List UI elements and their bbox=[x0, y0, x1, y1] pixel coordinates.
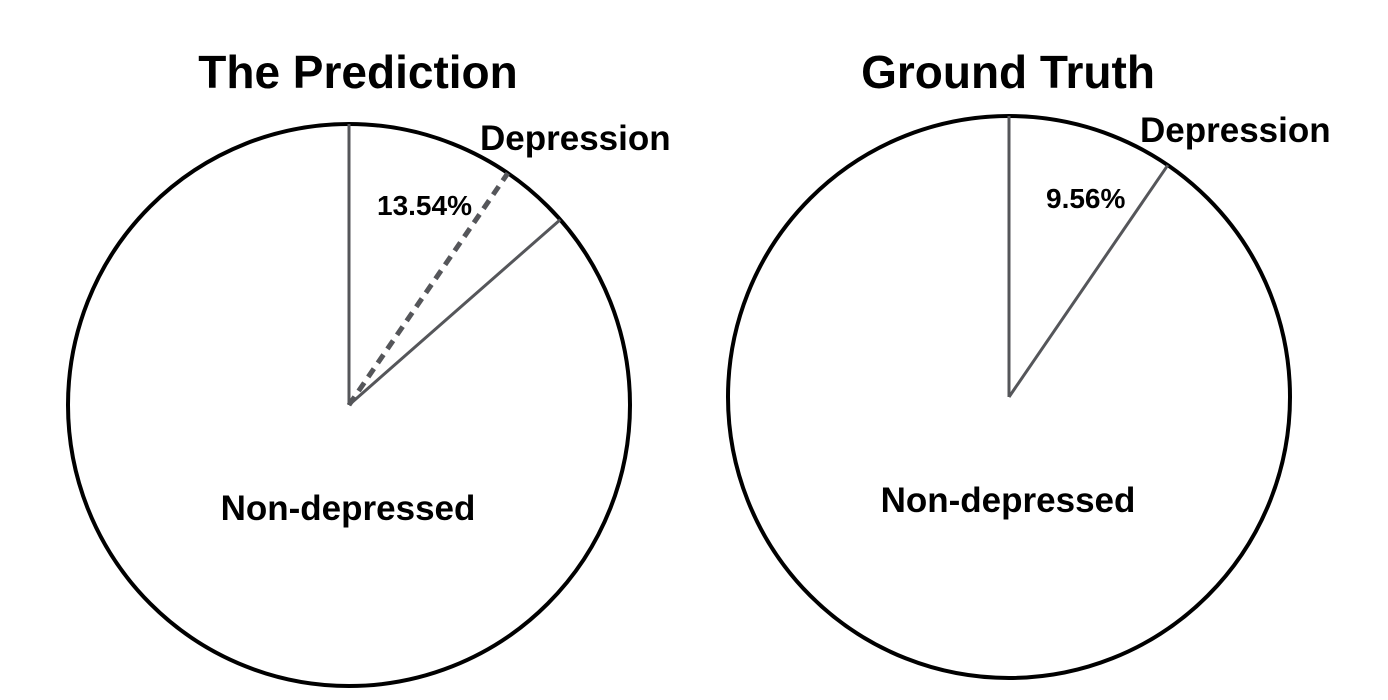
slice-label-depression: Depression bbox=[1140, 111, 1331, 150]
slice-boundary-end bbox=[348, 218, 562, 407]
slice-percent-label: 13.54% bbox=[377, 190, 472, 221]
slice-boundary-end bbox=[1007, 164, 1170, 398]
slice-label-non-depressed: Non-depressed bbox=[221, 489, 476, 528]
comparison-boundary-dashed bbox=[346, 171, 510, 407]
slice-label-non-depressed: Non-depressed bbox=[881, 481, 1136, 520]
chart-title: The Prediction bbox=[198, 46, 517, 98]
chart-title: Ground Truth bbox=[861, 46, 1155, 98]
slice-label-depression: Depression bbox=[480, 119, 671, 158]
ground-truth-pie: Ground Truth Depression 9.56% Non-depres… bbox=[726, 46, 1331, 680]
prediction-pie: The Prediction Depression 13.54% Non-dep… bbox=[66, 46, 671, 688]
slice-percent-label: 9.56% bbox=[1046, 183, 1125, 214]
